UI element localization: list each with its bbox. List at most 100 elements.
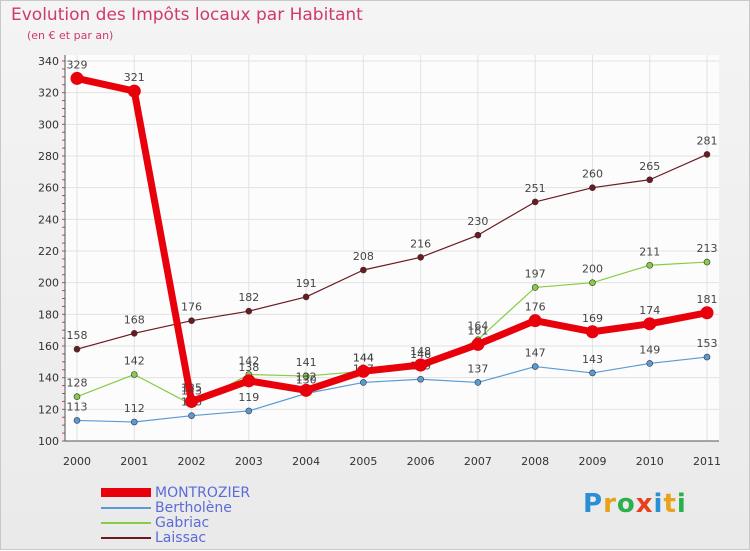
x-tick-label: 2002 [178,455,206,468]
logo-letter: o [616,489,636,519]
data-label-gabriac: 142 [238,355,259,368]
logo-letter: i [653,489,664,519]
x-tick-label: 2011 [693,455,721,468]
data-label-laissac: 251 [525,182,546,195]
y-tick-label: 120 [38,403,59,416]
data-label-montrozier: 169 [582,312,603,325]
y-tick-label: 220 [38,245,59,258]
data-point-laissac [646,176,654,184]
data-label-bertholene: 137 [467,362,488,375]
data-label-laissac: 176 [181,301,202,314]
data-point-laissac [531,198,539,206]
data-point-bertholene [474,379,482,386]
y-tick-label: 180 [38,308,59,321]
legend: MONTROZIER Bertholène Gabriac Laissac [101,484,251,546]
data-point-laissac [589,184,596,191]
legend-item-bertholene: Bertholène [101,500,250,516]
data-point-bertholene [646,360,654,367]
x-tick-label: 2004 [292,455,320,468]
data-label-montrozier: 329 [67,58,88,71]
data-label-bertholene: 147 [525,347,546,360]
data-point-montrozier [299,383,313,397]
legend-label: MONTROZIER [155,484,251,501]
data-label-laissac: 260 [582,168,603,181]
logo-letter: x [635,489,654,519]
data-label-laissac: 158 [67,329,88,342]
data-label-montrozier: 144 [353,351,374,364]
data-point-bertholene [589,369,596,377]
y-tick-label: 340 [38,55,59,68]
x-tick-label: 2003 [235,455,263,468]
logo-letter: r [603,489,617,519]
data-point-gabriac [73,393,81,400]
data-point-montrozier [127,84,141,98]
data-point-gabriac [130,371,138,378]
data-label-bertholene: 119 [238,391,259,404]
data-label-bertholene: 153 [697,337,718,350]
data-label-gabriac: 211 [639,245,660,258]
data-label-gabriac: 200 [582,263,603,276]
data-label-bertholene: 149 [639,343,660,356]
data-label-montrozier: 125 [181,381,202,394]
legend-item-laissac: Laissac [101,529,250,546]
data-point-bertholene [73,417,81,424]
data-point-gabriac [703,258,711,266]
data-label-laissac: 191 [296,277,317,290]
data-point-montrozier [185,394,199,408]
data-point-montrozier [70,71,84,85]
y-tick-label: 160 [38,340,59,353]
data-point-laissac [302,293,310,301]
data-label-montrozier: 174 [639,304,660,317]
y-tick-label: 240 [38,213,59,226]
data-label-laissac: 208 [353,250,374,263]
data-label-bertholene: 143 [582,353,603,366]
data-label-gabriac: 128 [67,377,88,390]
x-tick-label: 2000 [63,455,91,468]
data-label-laissac: 265 [639,160,660,173]
data-point-montrozier [414,358,428,372]
data-label-laissac: 182 [238,291,259,304]
plot-area [65,55,719,441]
series-line-montrozier [76,74,708,405]
x-tick-label: 2001 [120,455,148,468]
data-point-gabriac [531,284,539,291]
legend-label: Gabriac [155,514,210,531]
x-tick-label: 2010 [636,455,664,468]
data-label-montrozier: 321 [124,71,145,84]
data-point-laissac [188,317,195,324]
data-label-gabriac: 141 [296,356,317,369]
data-label-gabriac: 144 [353,351,374,364]
x-tick-label: 2009 [578,455,606,468]
logo-letter: t [663,489,677,519]
data-label-montrozier: 138 [238,361,259,374]
data-label-montrozier: 181 [697,293,718,306]
data-point-bertholene [188,412,195,419]
x-tick-label: 2007 [464,455,492,468]
legend-item-gabriac: Gabriac [101,514,250,531]
series-line-laissac [76,153,708,350]
data-point-montrozier [643,317,657,331]
y-tick-label: 200 [38,277,59,290]
data-point-laissac [360,266,367,274]
data-label-gabriac: 142 [124,355,145,368]
data-label-montrozier: 132 [296,370,317,383]
data-label-laissac: 281 [697,134,718,147]
data-label-bertholene: 112 [124,402,145,415]
data-label-montrozier: 148 [410,345,431,358]
series-line-bertholene [76,356,708,423]
data-point-bertholene [703,353,711,361]
legend-swatch [101,536,151,539]
data-label-bertholene: 113 [67,400,88,413]
x-tick-label: 2005 [349,455,377,468]
legend-label: Laissac [155,529,207,546]
data-point-laissac [245,307,253,315]
data-label-gabriac: 197 [525,267,546,280]
data-point-gabriac [302,372,310,380]
proxiti-logo: Proxiti [583,489,687,519]
data-point-bertholene [417,375,424,383]
data-label-laissac: 216 [410,237,431,250]
data-point-montrozier [242,374,256,388]
y-tick-label: 300 [38,118,59,131]
data-label-bertholene: 130 [296,374,317,387]
chart-title: Evolution des Impôts locaux par Habitant [11,5,363,25]
